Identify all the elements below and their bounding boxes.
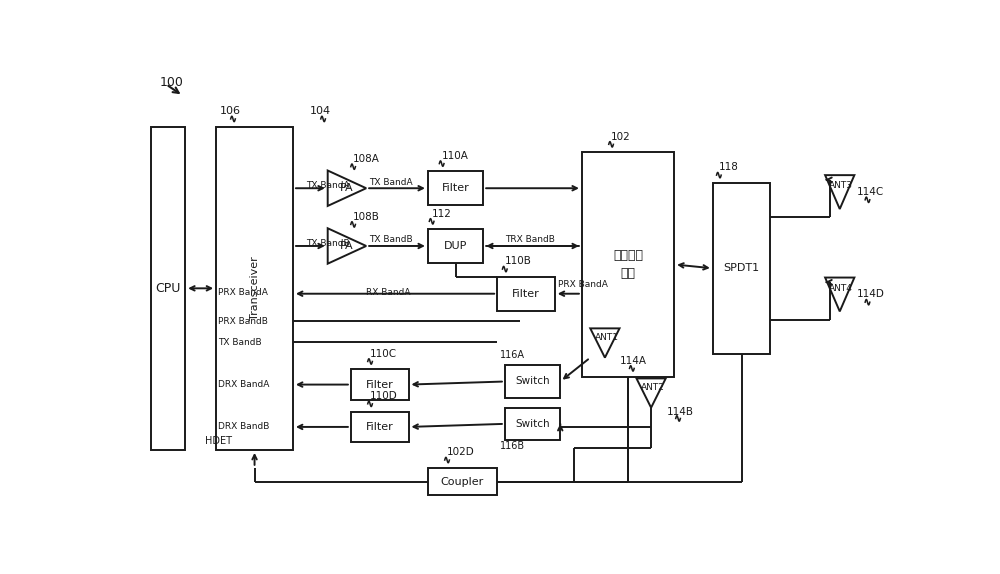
Text: 102D: 102D bbox=[447, 447, 475, 457]
Text: ANT1: ANT1 bbox=[594, 333, 618, 342]
Text: Switch: Switch bbox=[515, 377, 550, 386]
Text: 116B: 116B bbox=[500, 441, 525, 451]
Text: TX BandA: TX BandA bbox=[369, 177, 413, 187]
Text: Switch: Switch bbox=[515, 419, 550, 429]
Text: Transceiver: Transceiver bbox=[250, 257, 260, 320]
Text: RX BandA: RX BandA bbox=[366, 288, 411, 297]
Text: TX BandA: TX BandA bbox=[306, 181, 350, 191]
Bar bbox=[151, 127, 185, 450]
Text: Filter: Filter bbox=[512, 289, 540, 298]
Text: Filter: Filter bbox=[366, 379, 394, 390]
Text: TX BandB: TX BandB bbox=[306, 239, 350, 248]
Text: 114B: 114B bbox=[666, 406, 694, 417]
Text: TX BandB: TX BandB bbox=[369, 235, 413, 245]
Text: TX BandB: TX BandB bbox=[218, 338, 262, 347]
Text: PA: PA bbox=[340, 241, 354, 251]
Bar bbox=[505, 408, 560, 440]
Text: 110B: 110B bbox=[505, 257, 532, 266]
Text: DRX BandA: DRX BandA bbox=[218, 380, 270, 389]
Text: Coupler: Coupler bbox=[441, 476, 484, 487]
Text: 108B: 108B bbox=[353, 212, 380, 222]
Text: 112: 112 bbox=[432, 208, 452, 219]
Text: ANT2: ANT2 bbox=[641, 383, 665, 392]
Text: 114A: 114A bbox=[620, 356, 647, 366]
Text: Filter: Filter bbox=[366, 422, 394, 432]
Text: PRX BandB: PRX BandB bbox=[218, 317, 268, 326]
Text: 100: 100 bbox=[160, 76, 184, 89]
Text: ANT4: ANT4 bbox=[829, 284, 853, 293]
Bar bbox=[497, 277, 555, 311]
Bar bbox=[582, 152, 674, 377]
Bar bbox=[713, 183, 770, 354]
Text: 104: 104 bbox=[310, 106, 331, 116]
Text: DUP: DUP bbox=[444, 241, 467, 251]
Bar bbox=[428, 171, 483, 205]
Text: TRX BandB: TRX BandB bbox=[505, 235, 555, 245]
Text: HDET: HDET bbox=[205, 436, 232, 446]
Text: 108A: 108A bbox=[353, 154, 380, 164]
Text: 110A: 110A bbox=[442, 151, 469, 161]
Text: 智能处理: 智能处理 bbox=[613, 249, 643, 262]
Text: ANT3: ANT3 bbox=[829, 181, 853, 191]
Bar bbox=[428, 229, 483, 263]
Text: 114C: 114C bbox=[857, 187, 884, 197]
Bar bbox=[505, 365, 560, 398]
Bar bbox=[351, 369, 409, 400]
Text: 110D: 110D bbox=[370, 391, 398, 401]
Bar bbox=[351, 412, 409, 443]
Text: 模块: 模块 bbox=[620, 267, 636, 280]
Text: Filter: Filter bbox=[442, 183, 469, 193]
Text: SPDT1: SPDT1 bbox=[724, 263, 760, 273]
Text: 110C: 110C bbox=[370, 349, 397, 359]
Text: CPU: CPU bbox=[155, 282, 181, 295]
Text: PA: PA bbox=[340, 183, 354, 193]
Text: PRX BandA: PRX BandA bbox=[558, 280, 608, 289]
Text: 106: 106 bbox=[220, 106, 241, 116]
Text: 114D: 114D bbox=[857, 289, 885, 300]
Text: 102: 102 bbox=[611, 131, 631, 142]
Bar bbox=[216, 127, 293, 450]
Text: DRX BandB: DRX BandB bbox=[218, 422, 270, 432]
Bar bbox=[428, 468, 497, 495]
Text: PRX BandA: PRX BandA bbox=[218, 288, 268, 297]
Text: 118: 118 bbox=[719, 162, 739, 172]
Text: 116A: 116A bbox=[500, 350, 525, 359]
